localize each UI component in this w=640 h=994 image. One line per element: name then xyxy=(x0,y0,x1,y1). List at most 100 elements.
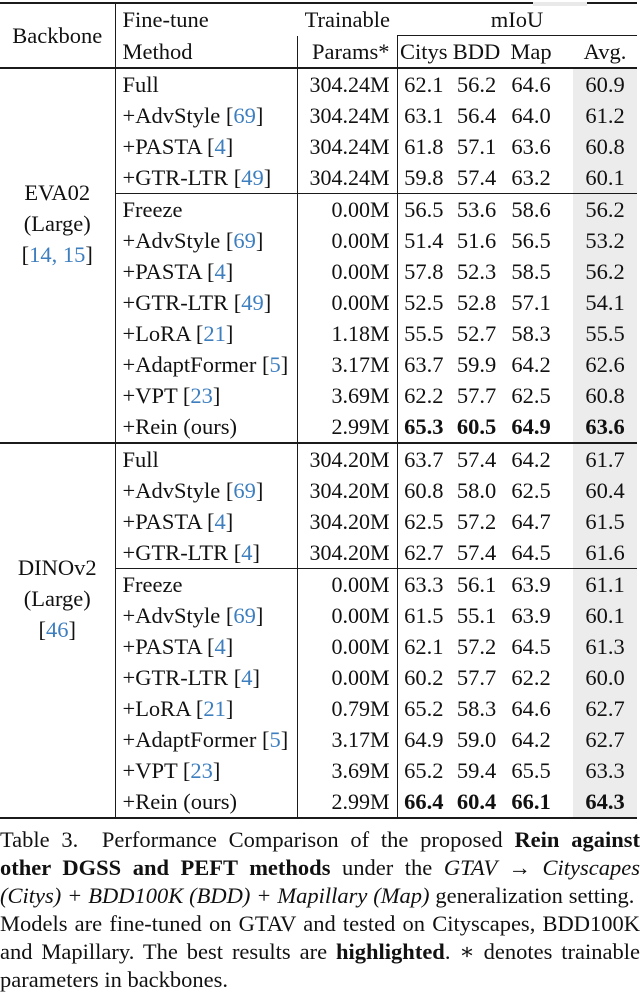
column-spacer xyxy=(559,442,573,475)
citation-link[interactable]: 4 xyxy=(214,634,226,659)
miou-map: 63.6 xyxy=(511,134,551,159)
column-spacer xyxy=(559,475,573,506)
trainable-params-value: 304.24M xyxy=(297,131,398,162)
table-row: +VPT [23] 3.69M 65.2 59.4 65.5 63.3 xyxy=(0,755,637,786)
col-header-avg: Avg. xyxy=(573,35,637,69)
miou-map: 64.2 xyxy=(503,442,559,475)
trainable-params-value: 0.00M xyxy=(297,568,398,600)
citation-link[interactable]: 4 xyxy=(214,134,226,159)
backbone-name-line: (Large) xyxy=(23,211,91,236)
miou-map: 64.6 xyxy=(511,696,551,721)
citation-link[interactable]: 4 xyxy=(241,540,253,565)
miou-avg: 61.1 xyxy=(573,568,637,600)
miou-map: 64.2 xyxy=(511,727,551,752)
method-label: +VPT xyxy=(122,758,178,783)
miou-bdd: 56.2 xyxy=(456,72,497,97)
col-header-params-line1: Trainable xyxy=(297,2,397,36)
citation-link[interactable]: 49 xyxy=(241,165,264,190)
col-header-backbone: Backbone xyxy=(0,2,116,69)
miou-citys: 62.1 xyxy=(404,72,444,97)
column-spacer xyxy=(559,225,573,256)
citation-link[interactable]: 23 xyxy=(190,383,213,408)
miou-citys: 65.3 xyxy=(404,414,444,439)
miou-citys: 62.7 xyxy=(404,540,444,565)
method-cell: +GTR-LTR [4] xyxy=(115,537,298,569)
table-row: DINOv2 (Large) [46] Full 304.20M 63.7 57.4 64.2… xyxy=(0,442,637,819)
miou-avg: 61.2 xyxy=(573,100,637,131)
method-label: +GTR-LTR xyxy=(122,290,229,315)
method-cell: Full xyxy=(115,442,298,475)
method-cell: Full xyxy=(115,68,298,100)
citation-link[interactable]: 21 xyxy=(203,696,226,721)
column-spacer xyxy=(559,537,573,569)
trainable-params-value: 304.20M xyxy=(297,475,398,506)
miou-bdd: 55.1 xyxy=(456,603,497,628)
citation-link[interactable]: 21 xyxy=(203,321,226,346)
miou-citys: 63.1 xyxy=(404,103,444,128)
table-row: +AdvStyle [69] 0.00M 61.5 55.1 63.9 60.1 xyxy=(0,600,637,631)
trainable-params-value: 304.20M xyxy=(297,506,398,537)
citation-link[interactable]: 69 xyxy=(233,478,256,503)
citation-link[interactable]: 15 xyxy=(62,242,86,267)
citation-link[interactable]: 4 xyxy=(241,665,253,690)
method-cell: +AdvStyle [69] xyxy=(115,475,298,506)
method-label: +PASTA xyxy=(122,134,202,159)
citation-link[interactable]: 69 xyxy=(233,228,256,253)
citation-link[interactable]: 46 xyxy=(46,617,69,642)
method-cell: +AdvStyle [69] xyxy=(115,100,298,131)
trainable-params-value: 2.99M xyxy=(297,786,398,819)
method-label: +AdvStyle xyxy=(122,103,221,128)
column-spacer xyxy=(559,786,573,819)
column-spacer xyxy=(559,318,573,349)
citation-link[interactable]: 69 xyxy=(233,603,256,628)
method-label: Freeze xyxy=(122,572,183,597)
column-spacer xyxy=(559,256,573,287)
miou-avg: 62.7 xyxy=(573,693,637,724)
results-table: Backbone Fine-tune Trainable mIoU Method… xyxy=(0,2,637,819)
table-row: +GTR-LTR [4] 304.20M 62.7 57.4 64.5 61.6 xyxy=(0,537,637,569)
miou-citys: 65.2 xyxy=(404,696,444,721)
citation-link[interactable]: 69 xyxy=(233,103,256,128)
miou-avg: 60.0 xyxy=(573,662,637,693)
citation-link[interactable]: 5 xyxy=(269,727,281,752)
method-label: +Rein (ours) xyxy=(122,789,238,814)
citation-link[interactable]: 23 xyxy=(190,758,213,783)
miou-avg: 53.2 xyxy=(573,225,637,256)
miou-map: 64.7 xyxy=(511,509,551,534)
trainable-params-value: 304.24M xyxy=(297,162,398,194)
miou-map: 64.6 xyxy=(511,72,551,97)
method-label: +AdaptFormer xyxy=(122,352,257,377)
method-label: +AdvStyle xyxy=(122,603,221,628)
col-header-method-line1: Fine-tune xyxy=(115,2,297,36)
citation-link[interactable]: 14 xyxy=(29,242,52,267)
table-row: +Rein (ours) 2.99M 66.4 60.4 66.1 64.3 xyxy=(0,786,637,819)
table-row: +PASTA [4] 0.00M 57.8 52.3 58.5 56.2 xyxy=(0,256,637,287)
backbone-label: EVA02 (Large) [14, 15] xyxy=(0,68,116,443)
caption-segment: generalization setting. Models are fine-… xyxy=(0,883,640,964)
table-row: Freeze 0.00M 63.3 56.1 63.9 61.1 xyxy=(0,568,637,600)
table-row: +GTR-LTR [49] 0.00M 52.5 52.8 57.1 54.1 xyxy=(0,287,637,318)
method-cell: +VPT [23] xyxy=(115,380,298,411)
miou-bdd: 52.3 xyxy=(456,259,497,284)
method-cell: +AdvStyle [69] xyxy=(115,600,298,631)
table-row: +AdaptFormer [5] 3.17M 64.9 59.0 64.2 62.7 xyxy=(0,724,637,755)
col-header-params-line2: Params* xyxy=(297,35,398,69)
table-row: +LoRA [21] 1.18M 55.5 52.7 58.3 55.5 xyxy=(0,318,637,349)
miou-bdd: 53.6 xyxy=(450,193,503,225)
citation-link[interactable]: 5 xyxy=(269,352,281,377)
column-spacer xyxy=(559,411,573,443)
column-spacer xyxy=(559,287,573,318)
citation-link[interactable]: 4 xyxy=(214,259,226,284)
citation-link[interactable]: 4 xyxy=(214,509,226,534)
miou-citys: 63.7 xyxy=(397,442,450,475)
trainable-params-value: 0.00M xyxy=(297,193,398,225)
column-spacer xyxy=(559,162,573,194)
table-row: +AdvStyle [69] 304.24M 63.1 56.4 64.0 61.2 xyxy=(0,100,637,131)
column-spacer xyxy=(559,131,573,162)
method-label: +GTR-LTR xyxy=(122,665,229,690)
miou-map: 64.5 xyxy=(511,634,551,659)
column-spacer xyxy=(559,600,573,631)
citation-link[interactable]: 49 xyxy=(241,290,264,315)
miou-avg: 63.3 xyxy=(573,755,637,786)
column-spacer xyxy=(559,724,573,755)
